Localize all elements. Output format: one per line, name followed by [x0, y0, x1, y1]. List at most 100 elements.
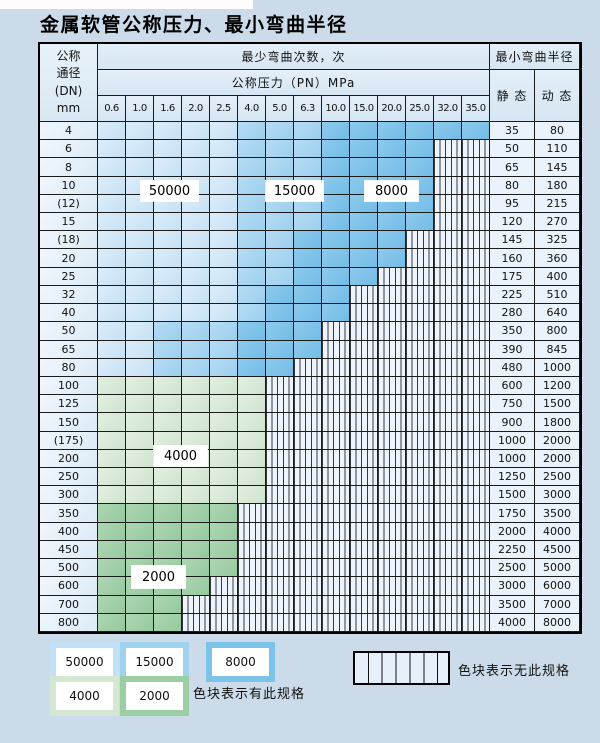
grid-cell-4000 — [98, 449, 126, 469]
grid-cell-8000 — [322, 304, 350, 323]
dynamic-value-cell: 4000 — [535, 522, 580, 541]
grid-cell-50000 — [98, 213, 126, 232]
grid-cell-8000 — [378, 140, 406, 159]
grid-cell-8000 — [294, 231, 322, 250]
row-label-cell: 4 — [40, 122, 98, 141]
grid-cell-no-spec — [406, 358, 434, 377]
grid-cell-15000 — [266, 249, 294, 268]
grid-cell-no-spec — [406, 304, 434, 323]
grid-cell-8000 — [266, 322, 294, 341]
grid-cell-no-spec — [378, 304, 406, 323]
grid-cell-50000 — [98, 176, 126, 195]
grid-cell-50000 — [98, 122, 126, 141]
grid-cell-50000 — [126, 340, 154, 359]
row-label-cell: 50 — [40, 322, 98, 341]
grid-cell-no-spec — [434, 322, 462, 341]
grid-cell-no-spec — [434, 176, 462, 195]
grid-cell-no-spec — [322, 522, 350, 541]
grid-cell-no-spec — [350, 376, 378, 396]
grid-cell-no-spec — [266, 395, 294, 414]
grid-cell-4000 — [154, 395, 182, 414]
grid-cell-4000 — [126, 468, 154, 487]
grid-cell-4000 — [238, 395, 266, 414]
grid-cell-no-spec — [434, 213, 462, 232]
static-value-cell: 1250 — [490, 468, 535, 487]
grid-cell-no-spec — [462, 213, 490, 232]
grid-cell-no-spec — [350, 504, 378, 523]
dynamic-value-cell: 800 — [535, 322, 580, 341]
grid-cell-50000 — [182, 285, 210, 305]
grid-cell-15000 — [266, 267, 294, 286]
grid-cell-no-spec — [210, 613, 238, 632]
grid-cell-no-spec — [406, 486, 434, 505]
grid-cell-50000 — [210, 285, 238, 305]
static-value-cell: 145 — [490, 231, 535, 250]
grid-cell-no-spec — [350, 540, 378, 560]
grid-cell-4000 — [182, 468, 210, 487]
grid-cell-no-spec — [462, 449, 490, 469]
grid-cell-50000 — [210, 176, 238, 195]
grid-cell-no-spec — [350, 413, 378, 432]
grid-cell-4000 — [210, 376, 238, 396]
grid-cell-50000 — [126, 267, 154, 286]
grid-cell-no-spec — [322, 340, 350, 359]
grid-cell-no-spec — [266, 522, 294, 541]
cycle-count-label-4000: 4000 — [154, 446, 207, 466]
row-label-cell: 250 — [40, 468, 98, 487]
grid-cell-4000 — [238, 486, 266, 505]
grid-cell-no-spec — [322, 413, 350, 432]
grid-cell-no-spec — [378, 613, 406, 632]
grid-cell-8000 — [406, 140, 434, 159]
grid-cell-50000 — [98, 267, 126, 286]
grid-cell-no-spec — [210, 577, 238, 596]
grid-cell-50000 — [154, 158, 182, 177]
grid-cell-15000 — [182, 340, 210, 359]
row-label-cell: 125 — [40, 395, 98, 414]
grid-cell-8000 — [322, 194, 350, 214]
grid-cell-no-spec — [266, 559, 294, 578]
grid-cell-50000 — [98, 158, 126, 177]
grid-cell-15000 — [154, 340, 182, 359]
grid-cell-no-spec — [350, 522, 378, 541]
legend-swatch-50000: 50000 — [50, 642, 119, 682]
grid-cell-50000 — [126, 358, 154, 377]
grid-cell-50000 — [210, 140, 238, 159]
legend-no-spec-swatch — [353, 651, 450, 685]
static-value-cell: 1500 — [490, 486, 535, 505]
grid-cell-no-spec — [322, 559, 350, 578]
dynamic-value-cell: 1800 — [535, 413, 580, 432]
grid-cell-8000 — [322, 267, 350, 286]
grid-cell-4000 — [98, 486, 126, 505]
grid-cell-8000 — [266, 340, 294, 359]
grid-cell-50000 — [182, 213, 210, 232]
row-label-cell: 400 — [40, 522, 98, 541]
grid-cell-no-spec — [462, 249, 490, 268]
cycle-count-label-15000: 15000 — [266, 181, 323, 201]
grid-cell-50000 — [210, 158, 238, 177]
grid-cell-8000 — [294, 249, 322, 268]
dynamic-value-cell: 510 — [535, 285, 580, 305]
grid-cell-no-spec — [322, 540, 350, 560]
grid-cell-50000 — [154, 140, 182, 159]
pressure-table: 公称 通径 (DN) mm 最少弯曲次数，次 最小弯曲半径 公称压力（PN）MPa 静… — [38, 42, 582, 634]
grid-cell-no-spec — [462, 559, 490, 578]
grid-cell-50000 — [98, 285, 126, 305]
grid-cell-50000 — [98, 340, 126, 359]
static-value-cell: 350 — [490, 322, 535, 341]
scan-white-strip — [0, 0, 253, 9]
row-label-cell: 65 — [40, 340, 98, 359]
grid-cell-50000 — [126, 213, 154, 232]
grid-cell-no-spec — [406, 522, 434, 541]
static-value-cell: 390 — [490, 340, 535, 359]
grid-cell-8000 — [322, 213, 350, 232]
grid-cell-8000 — [322, 140, 350, 159]
pressure-tick: 1.0 — [126, 96, 154, 122]
grid-cell-8000 — [350, 249, 378, 268]
grid-cell-2000 — [126, 522, 154, 541]
grid-cell-no-spec — [406, 340, 434, 359]
grid-cell-no-spec — [462, 522, 490, 541]
grid-cell-no-spec — [266, 504, 294, 523]
grid-cell-15000 — [238, 231, 266, 250]
dynamic-value-cell: 110 — [535, 140, 580, 159]
dynamic-value-cell: 2000 — [535, 449, 580, 469]
